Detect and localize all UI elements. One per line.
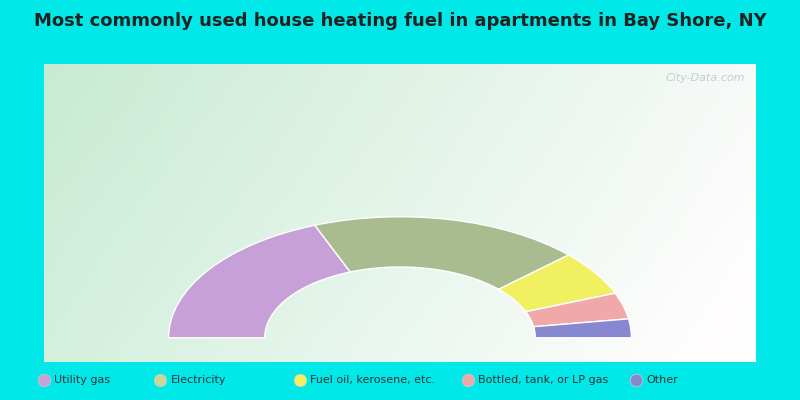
Wedge shape xyxy=(526,293,629,327)
Wedge shape xyxy=(534,319,631,338)
Wedge shape xyxy=(315,217,569,289)
Text: Fuel oil, kerosene, etc.: Fuel oil, kerosene, etc. xyxy=(310,375,435,385)
Text: Bottled, tank, or LP gas: Bottled, tank, or LP gas xyxy=(478,375,609,385)
Text: Most commonly used house heating fuel in apartments in Bay Shore, NY: Most commonly used house heating fuel in… xyxy=(34,12,766,30)
Text: Other: Other xyxy=(646,375,678,385)
Wedge shape xyxy=(498,255,615,312)
Text: Utility gas: Utility gas xyxy=(54,375,110,385)
Wedge shape xyxy=(169,225,350,338)
Text: City-Data.com: City-Data.com xyxy=(666,73,746,83)
Text: Electricity: Electricity xyxy=(170,375,226,385)
